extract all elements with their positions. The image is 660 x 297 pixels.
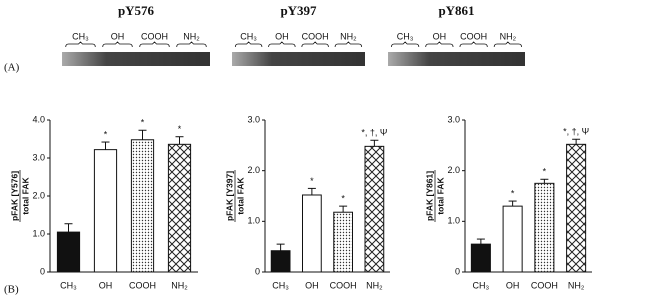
y-tick-label: 0 — [40, 266, 45, 276]
lane-label: OH — [111, 31, 125, 41]
lane-bracket — [493, 41, 522, 48]
lane-bracket — [268, 41, 296, 48]
lane-bracket — [425, 41, 454, 48]
lane-label: COOH — [141, 31, 168, 41]
lane-bracket — [102, 41, 133, 48]
bar — [364, 145, 385, 273]
lane-label: COOH — [302, 31, 329, 41]
bar — [566, 143, 587, 273]
y-tick-label: 0 — [455, 266, 460, 276]
x-tick-label: CH₃ — [60, 280, 77, 290]
lane-bracket — [391, 41, 420, 48]
annotation: * — [543, 167, 547, 177]
y-tick-label: 2.0 — [32, 190, 45, 200]
x-tick-label: CH₃ — [272, 280, 289, 290]
annotation: * — [178, 124, 182, 134]
lane-bracket — [301, 41, 329, 48]
y-tick-label: 1.0 — [447, 216, 460, 226]
y-tick-label: 1.0 — [32, 228, 45, 238]
lane-bracket — [459, 41, 488, 48]
x-tick-label: OH — [305, 280, 319, 290]
x-tick-label: COOH — [330, 280, 357, 290]
bar — [333, 211, 353, 273]
x-tick-label: OH — [99, 280, 113, 290]
blot — [388, 52, 525, 66]
bar — [130, 139, 155, 273]
blot-title: pY861 — [438, 3, 474, 18]
blot-title: pY397 — [280, 3, 317, 18]
bar — [167, 143, 192, 273]
y-label: pFAK [Y397] total FAK — [224, 170, 245, 222]
bar — [56, 231, 81, 273]
lane-bracket — [65, 41, 96, 48]
blot — [232, 52, 365, 66]
lane-label: CH₃ — [72, 31, 89, 41]
lane-label: CH₃ — [397, 31, 414, 41]
x-tick-label: COOH — [531, 280, 558, 290]
x-tick-label: NH₂ — [568, 280, 585, 290]
y-tick-label: 3.0 — [447, 114, 460, 124]
lane-label: COOH — [460, 31, 487, 41]
annotation: * — [104, 129, 108, 139]
lane-bracket — [234, 41, 263, 48]
annotation: * — [310, 176, 314, 186]
y-tick-label: 4.0 — [32, 114, 45, 124]
y-label: pFAK [Y576] total FAK — [9, 170, 30, 222]
panel-label: (A) — [4, 62, 20, 74]
bar — [470, 243, 491, 273]
bar — [534, 182, 555, 273]
lane-label: OH — [275, 31, 289, 41]
y-tick-label: 3.0 — [32, 152, 45, 162]
lane-bracket — [176, 41, 207, 48]
annotation: * — [341, 194, 345, 204]
x-tick-label: NH₂ — [171, 280, 188, 290]
y-label-bottom: total FAK — [235, 176, 245, 214]
annotation: *, †, Ψ — [563, 127, 589, 137]
bar — [270, 250, 291, 273]
lane-label: CH₃ — [240, 31, 257, 41]
y-label: pFAK [Y861] total FAK — [424, 170, 445, 222]
y-label-bottom: total FAK — [20, 176, 30, 214]
y-tick-label: 2.0 — [247, 165, 260, 175]
panel-label: (B) — [4, 284, 19, 296]
bar — [302, 194, 322, 273]
x-tick-label: CH₃ — [473, 280, 490, 290]
lane-label: NH₂ — [500, 31, 517, 41]
lane-label: NH₂ — [183, 31, 200, 41]
blot — [62, 52, 210, 66]
annotation: * — [511, 188, 515, 198]
lane-bracket — [139, 41, 170, 48]
annotation: *, †, Ψ — [361, 128, 387, 138]
blot-title: pY576 — [118, 3, 155, 18]
y-tick-label: 3.0 — [247, 114, 260, 124]
y-label-top: pFAK [Y861] — [424, 171, 434, 221]
lane-label: NH₂ — [340, 31, 357, 41]
y-label-top: pFAK [Y397] — [224, 171, 234, 221]
bar — [93, 149, 118, 273]
bar — [502, 205, 523, 273]
annotation: * — [141, 118, 145, 128]
lane-label: OH — [433, 31, 447, 41]
y-tick-label: 0 — [255, 266, 260, 276]
x-tick-label: OH — [506, 280, 520, 290]
lane-bracket — [334, 41, 363, 48]
y-tick-label: 1.0 — [247, 216, 260, 226]
y-tick-label: 2.0 — [447, 165, 460, 175]
y-label-top: pFAK [Y576] — [9, 171, 19, 221]
x-tick-label: NH₂ — [366, 280, 383, 290]
x-tick-label: COOH — [129, 280, 156, 290]
y-label-bottom: total FAK — [435, 176, 445, 214]
